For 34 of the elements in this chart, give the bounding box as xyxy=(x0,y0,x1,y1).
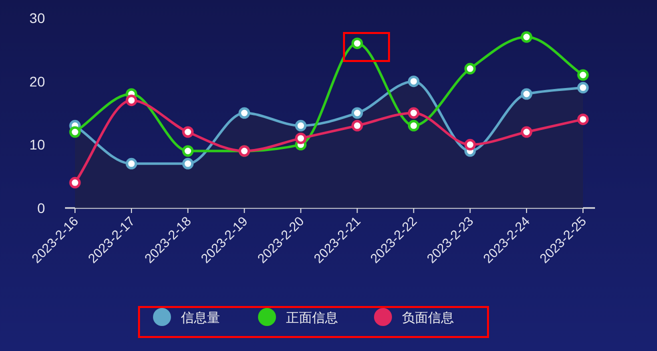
point xyxy=(464,62,476,74)
y-tick-label: 30 xyxy=(29,10,46,26)
point xyxy=(69,126,81,138)
point xyxy=(577,114,589,126)
point xyxy=(520,126,532,138)
legend-item: 信息量 xyxy=(153,308,220,326)
point xyxy=(182,158,194,170)
point xyxy=(69,176,81,188)
point xyxy=(464,138,476,150)
point xyxy=(182,126,194,138)
point xyxy=(126,94,138,106)
point xyxy=(520,88,532,100)
point xyxy=(577,82,589,94)
legend-item: 负面信息 xyxy=(374,308,454,326)
point xyxy=(351,38,363,50)
y-tick-label: 0 xyxy=(37,200,46,216)
point xyxy=(295,120,307,132)
point xyxy=(408,120,420,132)
y-tick-label: 10 xyxy=(29,136,46,153)
point xyxy=(351,107,363,119)
point xyxy=(351,120,363,132)
point xyxy=(295,132,307,144)
legend-item: 正面信息 xyxy=(258,308,338,326)
y-tick-label: 20 xyxy=(29,73,46,90)
point xyxy=(577,69,589,81)
legend-label: 正面信息 xyxy=(286,310,338,325)
legend-label: 信息量 xyxy=(181,310,220,325)
point xyxy=(408,107,420,119)
point xyxy=(520,31,532,43)
point xyxy=(126,158,138,170)
point xyxy=(408,76,420,88)
point xyxy=(182,145,194,157)
point xyxy=(238,107,250,119)
legend-label: 负面信息 xyxy=(402,310,454,325)
